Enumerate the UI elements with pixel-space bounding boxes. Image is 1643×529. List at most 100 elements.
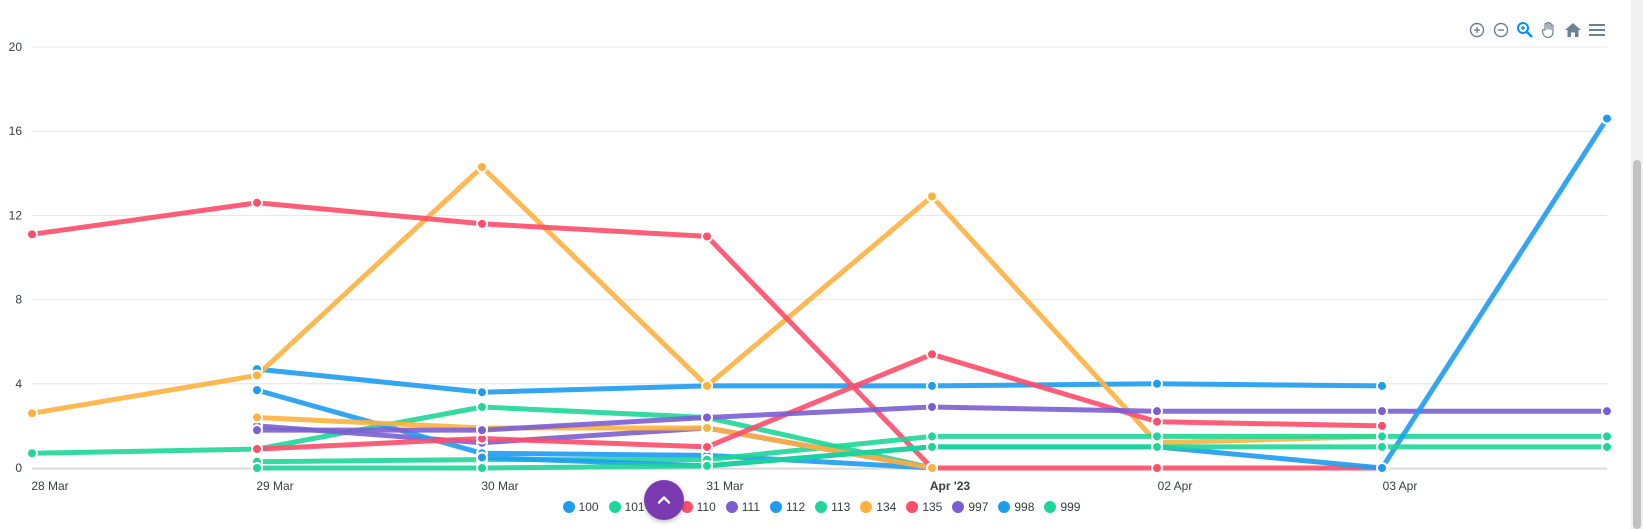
data-point[interactable] bbox=[926, 348, 938, 361]
data-point[interactable] bbox=[476, 462, 488, 474]
data-point[interactable] bbox=[701, 230, 713, 243]
legend-label: 999 bbox=[1060, 500, 1081, 514]
chevron-up-icon bbox=[657, 496, 671, 504]
data-point[interactable] bbox=[1151, 462, 1163, 474]
x-tick-label: Apr '23 bbox=[930, 479, 971, 493]
x-tick-label: 02 Apr bbox=[1158, 479, 1193, 493]
legend-label: 135 bbox=[922, 500, 943, 514]
data-point[interactable] bbox=[926, 190, 938, 203]
data-point[interactable] bbox=[476, 400, 488, 413]
data-point[interactable] bbox=[476, 424, 488, 437]
legend-item[interactable]: 135 bbox=[906, 500, 942, 514]
data-point[interactable] bbox=[1601, 430, 1613, 443]
legend-item[interactable]: 101 bbox=[608, 500, 645, 514]
legend-marker bbox=[562, 501, 575, 513]
data-point[interactable] bbox=[251, 196, 263, 209]
x-tick-label: 30 Mar bbox=[481, 479, 518, 493]
legend-item[interactable]: 113 bbox=[815, 500, 850, 514]
reset-home-icon[interactable] bbox=[1563, 20, 1583, 40]
legend-label: 110 bbox=[696, 500, 716, 514]
data-point[interactable] bbox=[251, 462, 263, 474]
data-point[interactable] bbox=[476, 217, 488, 230]
scroll-to-top-button[interactable] bbox=[644, 480, 684, 520]
data-point[interactable] bbox=[1601, 112, 1613, 125]
selection-zoom-icon[interactable] bbox=[1515, 20, 1535, 40]
data-point[interactable] bbox=[1376, 462, 1388, 474]
data-point[interactable] bbox=[26, 228, 38, 241]
legend-item[interactable]: 998 bbox=[998, 500, 1034, 514]
pan-icon[interactable] bbox=[1539, 20, 1559, 40]
data-point[interactable] bbox=[1376, 430, 1388, 443]
y-tick-label: 8 bbox=[15, 293, 22, 307]
data-point[interactable] bbox=[701, 440, 713, 453]
y-tick-label: 16 bbox=[9, 124, 23, 138]
legend-item[interactable]: 111 bbox=[725, 500, 760, 514]
legend-marker bbox=[1044, 501, 1057, 513]
data-point[interactable] bbox=[701, 379, 713, 392]
series-group bbox=[29, 116, 1610, 471]
data-point[interactable] bbox=[1151, 430, 1163, 443]
data-point[interactable] bbox=[251, 424, 263, 437]
legend-marker bbox=[725, 501, 738, 513]
legend-item[interactable]: 997 bbox=[952, 500, 988, 514]
data-point[interactable] bbox=[926, 462, 938, 474]
data-point[interactable] bbox=[1376, 440, 1388, 453]
data-point[interactable] bbox=[476, 160, 488, 173]
data-point[interactable] bbox=[1376, 379, 1388, 392]
data-point[interactable] bbox=[26, 447, 38, 460]
y-tick-label: 12 bbox=[9, 208, 23, 222]
chart-legend: 100 101 110 111 112 113 134 135 997 998 999 bbox=[0, 500, 1643, 514]
legend-marker bbox=[815, 501, 828, 513]
series-line bbox=[254, 351, 1385, 452]
data-point[interactable] bbox=[926, 400, 938, 413]
data-point[interactable] bbox=[701, 411, 713, 424]
y-tick-label: 20 bbox=[9, 40, 23, 54]
data-point[interactable] bbox=[926, 379, 938, 392]
legend-marker bbox=[608, 501, 621, 513]
data-point[interactable] bbox=[251, 369, 263, 382]
data-point[interactable] bbox=[1151, 415, 1163, 428]
data-point[interactable] bbox=[251, 443, 263, 456]
data-point[interactable] bbox=[701, 422, 713, 435]
data-point[interactable] bbox=[476, 451, 488, 464]
series-line bbox=[254, 366, 1385, 395]
x-tick-label: 29 Mar bbox=[256, 479, 293, 493]
legend-marker bbox=[680, 501, 693, 513]
data-point[interactable] bbox=[251, 384, 263, 397]
legend-item[interactable]: 100 bbox=[562, 500, 599, 514]
data-point[interactable] bbox=[1151, 405, 1163, 418]
legend-marker bbox=[998, 501, 1011, 513]
data-point[interactable] bbox=[926, 440, 938, 453]
vertical-scrollbar[interactable] bbox=[1631, 0, 1643, 529]
x-tick-label: 31 Mar bbox=[706, 479, 743, 493]
data-point[interactable] bbox=[476, 386, 488, 399]
legend-item[interactable]: 112 bbox=[770, 500, 805, 514]
data-point[interactable] bbox=[1376, 405, 1388, 418]
data-point[interactable] bbox=[701, 459, 713, 472]
legend-item[interactable]: 110 bbox=[680, 500, 716, 514]
legend-label: 100 bbox=[578, 500, 599, 514]
data-point[interactable] bbox=[26, 407, 38, 420]
data-point[interactable] bbox=[1376, 419, 1388, 432]
legend-label: 101 bbox=[624, 500, 645, 514]
legend-label: 112 bbox=[786, 500, 806, 514]
data-point[interactable] bbox=[1601, 405, 1613, 418]
data-point[interactable] bbox=[1151, 440, 1163, 453]
data-point[interactable] bbox=[926, 430, 938, 443]
data-point[interactable] bbox=[1151, 377, 1163, 390]
data-point[interactable] bbox=[251, 411, 263, 424]
legend-item[interactable]: 134 bbox=[860, 500, 896, 514]
legend-label: 997 bbox=[968, 500, 989, 514]
legend-label: 134 bbox=[876, 500, 897, 514]
y-tick-label: 0 bbox=[15, 461, 22, 475]
zoom-out-icon[interactable] bbox=[1491, 20, 1511, 40]
series-line bbox=[254, 415, 935, 471]
data-point[interactable] bbox=[1601, 440, 1613, 453]
legend-item[interactable]: 999 bbox=[1044, 500, 1080, 514]
series-markers bbox=[26, 112, 1613, 474]
menu-icon[interactable] bbox=[1587, 20, 1607, 40]
scrollbar-thumb[interactable] bbox=[1633, 160, 1641, 529]
zoom-in-icon[interactable] bbox=[1467, 20, 1487, 40]
